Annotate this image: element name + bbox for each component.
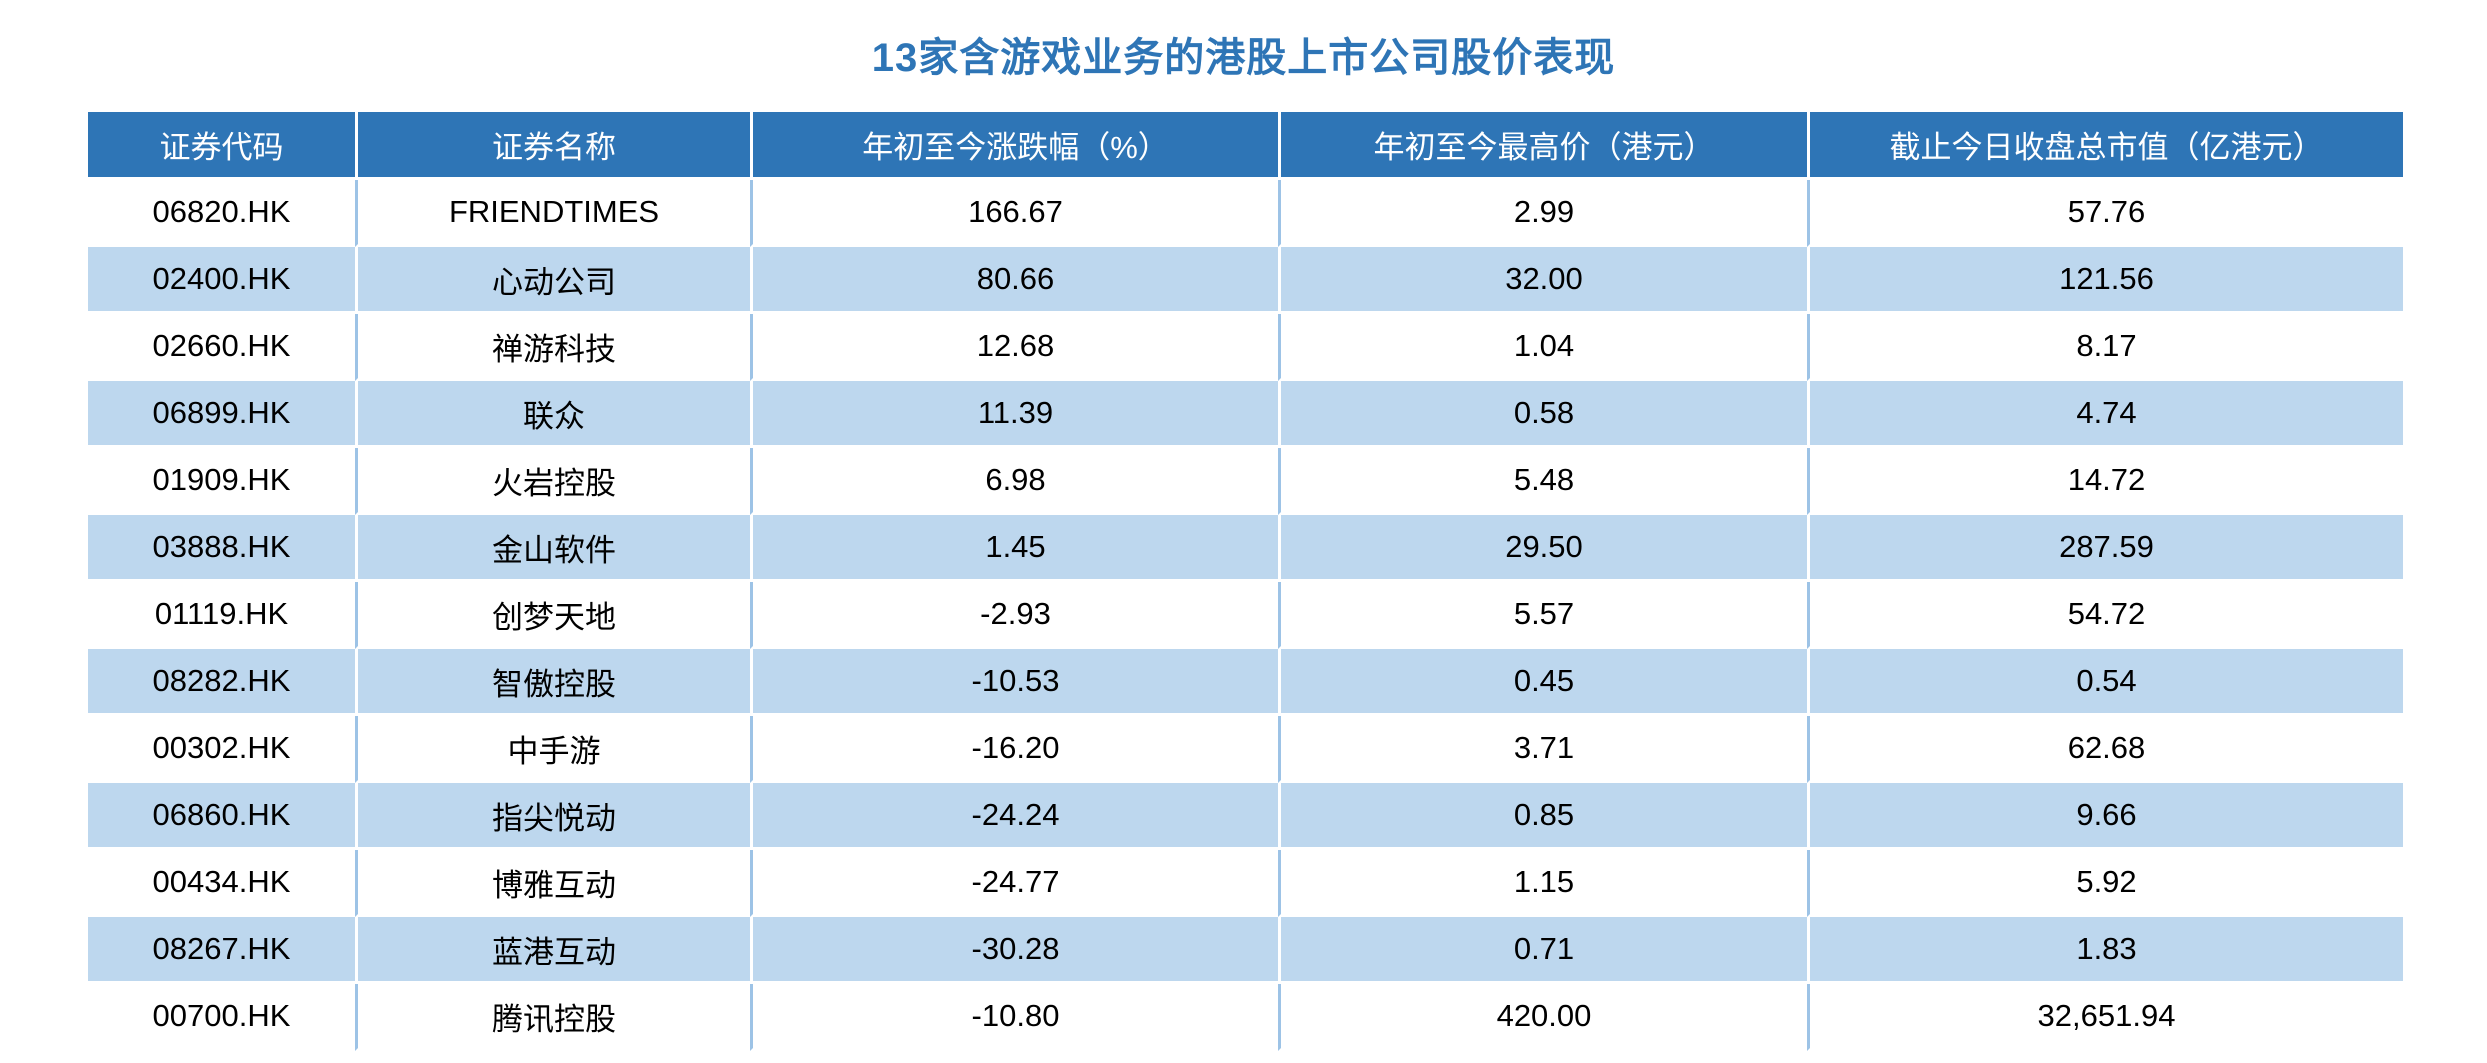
cell-cap: 32,651.94 [1807,984,2403,1051]
cell-code: 01909.HK [88,448,355,515]
cell-change: -16.20 [750,716,1278,783]
cell-cap: 0.54 [1807,649,2403,716]
cell-code: 01119.HK [88,582,355,649]
table-row: 02660.HK 禅游科技 12.68 1.04 8.17 [88,314,2403,381]
column-header-high: 年初至今最高价（港元） [1278,112,1807,180]
cell-high: 1.04 [1278,314,1807,381]
cell-high: 5.48 [1278,448,1807,515]
cell-change: 80.66 [750,247,1278,314]
cell-cap: 4.74 [1807,381,2403,448]
table-row: 02400.HK 心动公司 80.66 32.00 121.56 [88,247,2403,314]
table-row: 00302.HK 中手游 -16.20 3.71 62.68 [88,716,2403,783]
table-row: 00700.HK 腾讯控股 -10.80 420.00 32,651.94 [88,984,2403,1051]
cell-code: 00434.HK [88,850,355,917]
cell-name: 火岩控股 [355,448,750,515]
cell-high: 5.57 [1278,582,1807,649]
cell-high: 3.71 [1278,716,1807,783]
cell-high: 29.50 [1278,515,1807,582]
cell-code: 06820.HK [88,180,355,247]
cell-high: 1.15 [1278,850,1807,917]
table-row: 08282.HK 智傲控股 -10.53 0.45 0.54 [88,649,2403,716]
cell-name: 智傲控股 [355,649,750,716]
table-row: 03888.HK 金山软件 1.45 29.50 287.59 [88,515,2403,582]
table-row: 08267.HK 蓝港互动 -30.28 0.71 1.83 [88,917,2403,984]
table-row: 06820.HK FRIENDTIMES 166.67 2.99 57.76 [88,180,2403,247]
cell-change: 166.67 [750,180,1278,247]
cell-change: -30.28 [750,917,1278,984]
cell-high: 32.00 [1278,247,1807,314]
cell-name: 蓝港互动 [355,917,750,984]
cell-name: 联众 [355,381,750,448]
cell-high: 2.99 [1278,180,1807,247]
cell-high: 0.45 [1278,649,1807,716]
cell-code: 00700.HK [88,984,355,1051]
cell-change: -24.77 [750,850,1278,917]
cell-cap: 5.92 [1807,850,2403,917]
cell-name: 博雅互动 [355,850,750,917]
cell-cap: 54.72 [1807,582,2403,649]
cell-cap: 8.17 [1807,314,2403,381]
table-row: 06860.HK 指尖悦动 -24.24 0.85 9.66 [88,783,2403,850]
cell-name: 创梦天地 [355,582,750,649]
stock-table: 证券代码 证券名称 年初至今涨跌幅（%） 年初至今最高价（港元） 截止今日收盘总市值（亿… [88,112,2403,1051]
cell-name: 指尖悦动 [355,783,750,850]
table-row: 01119.HK 创梦天地 -2.93 5.57 54.72 [88,582,2403,649]
table-header-row: 证券代码 证券名称 年初至今涨跌幅（%） 年初至今最高价（港元） 截止今日收盘总市值（亿… [88,112,2403,180]
table-row: 06899.HK 联众 11.39 0.58 4.74 [88,381,2403,448]
cell-cap: 14.72 [1807,448,2403,515]
cell-change: -10.80 [750,984,1278,1051]
cell-code: 08267.HK [88,917,355,984]
cell-code: 03888.HK [88,515,355,582]
cell-cap: 9.66 [1807,783,2403,850]
column-header-change: 年初至今涨跌幅（%） [750,112,1278,180]
cell-code: 02400.HK [88,247,355,314]
cell-change: 12.68 [750,314,1278,381]
cell-code: 06899.HK [88,381,355,448]
cell-high: 0.85 [1278,783,1807,850]
cell-cap: 121.56 [1807,247,2403,314]
column-header-code: 证券代码 [88,112,355,180]
cell-name: 腾讯控股 [355,984,750,1051]
cell-name: 金山软件 [355,515,750,582]
cell-name: 禅游科技 [355,314,750,381]
cell-high: 0.58 [1278,381,1807,448]
cell-name: 心动公司 [355,247,750,314]
cell-name: FRIENDTIMES [355,180,750,247]
cell-cap: 57.76 [1807,180,2403,247]
cell-code: 02660.HK [88,314,355,381]
cell-change: -24.24 [750,783,1278,850]
cell-cap: 62.68 [1807,716,2403,783]
cell-change: -2.93 [750,582,1278,649]
cell-high: 0.71 [1278,917,1807,984]
column-header-cap: 截止今日收盘总市值（亿港元） [1807,112,2403,180]
table-row: 00434.HK 博雅互动 -24.77 1.15 5.92 [88,850,2403,917]
cell-change: 1.45 [750,515,1278,582]
cell-code: 00302.HK [88,716,355,783]
cell-change: 6.98 [750,448,1278,515]
cell-change: 11.39 [750,381,1278,448]
cell-high: 420.00 [1278,984,1807,1051]
cell-cap: 1.83 [1807,917,2403,984]
cell-code: 08282.HK [88,649,355,716]
column-header-name: 证券名称 [355,112,750,180]
cell-change: -10.53 [750,649,1278,716]
table-row: 01909.HK 火岩控股 6.98 5.48 14.72 [88,448,2403,515]
page-title: 13家含游戏业务的港股上市公司股价表现 [871,36,1616,80]
cell-cap: 287.59 [1807,515,2403,582]
cell-name: 中手游 [355,716,750,783]
cell-code: 06860.HK [88,783,355,850]
